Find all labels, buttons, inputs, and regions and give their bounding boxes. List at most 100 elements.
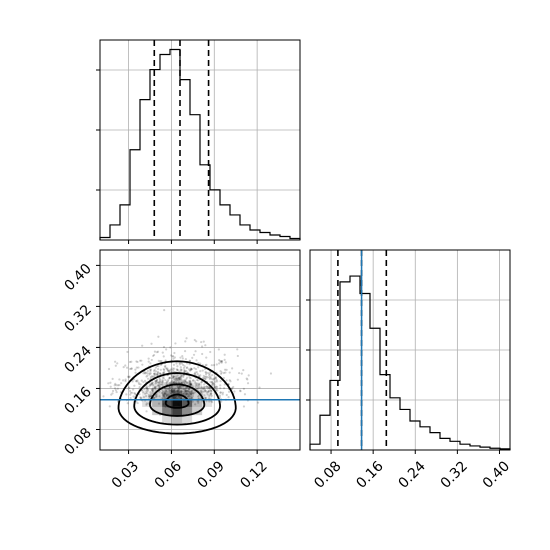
scatter-point <box>211 380 214 384</box>
scatter-point <box>158 372 161 375</box>
scatter-point <box>201 377 204 380</box>
scatter-point <box>149 383 152 386</box>
scatter-point <box>183 392 186 395</box>
scatter-point <box>200 345 204 348</box>
scatter-point <box>194 371 197 374</box>
scatter-panel: 0.03 0.06 0.09 0.12 0.08 0.16 0.24 0.32 0.40 <box>61 249 301 492</box>
scatter-point <box>181 386 185 389</box>
scatter-point <box>165 348 168 351</box>
scatter-point <box>238 371 241 375</box>
scatter-point <box>152 353 156 357</box>
scatter-point <box>129 367 132 371</box>
scatter-point <box>151 391 154 394</box>
scatter-point <box>185 393 188 396</box>
scatter-point <box>189 391 192 394</box>
scatter-point <box>120 382 123 385</box>
scatter-point <box>128 389 132 393</box>
scatter-point <box>136 360 139 364</box>
scatter-point <box>180 368 183 371</box>
scatter-point <box>143 379 147 382</box>
scatter-point <box>168 376 172 379</box>
scatter-point <box>185 392 189 395</box>
scatter-point <box>163 395 166 398</box>
scatter-point <box>204 344 207 347</box>
scatter-point <box>135 380 138 383</box>
scatter-point <box>191 394 195 398</box>
scatter-point <box>200 340 203 344</box>
scatter-point <box>201 369 204 372</box>
scatter-point <box>181 355 184 358</box>
scatter-point <box>165 394 168 397</box>
scatter-point <box>162 355 165 358</box>
scatter-point <box>145 403 148 406</box>
scatter-point <box>171 355 174 358</box>
scatter-point <box>209 377 212 380</box>
scatter-point <box>154 395 157 398</box>
scatter-point <box>174 375 177 378</box>
scatter-point <box>178 387 181 390</box>
scatter-point <box>141 363 144 366</box>
scatter-point <box>156 384 160 387</box>
scatter-point <box>151 389 154 392</box>
scatter-point <box>184 388 187 391</box>
scatter-point <box>156 350 160 353</box>
scatter-point <box>213 384 216 387</box>
scatter-point <box>143 388 146 391</box>
scatter-point <box>153 386 156 389</box>
scatter-point <box>214 376 217 379</box>
scatter-point <box>192 392 195 395</box>
scatter-point <box>135 360 138 363</box>
scatter-point <box>177 388 180 391</box>
contour-line <box>164 393 190 409</box>
scatter-point <box>211 378 214 381</box>
scatter-point <box>207 386 210 389</box>
scatter-point <box>146 372 149 375</box>
scatter-point <box>162 394 166 397</box>
scatter-point <box>114 389 118 392</box>
scatter-point <box>125 393 128 396</box>
scatter-point <box>246 382 250 385</box>
scatter-point <box>201 390 204 393</box>
scatter-point <box>151 381 154 384</box>
density-cell <box>172 382 183 391</box>
scatter-point <box>182 380 185 384</box>
scatter-point <box>155 381 158 384</box>
scatter-point <box>174 387 177 390</box>
scatter-point <box>161 383 164 386</box>
scatter-point <box>215 388 218 391</box>
scatter-point <box>174 377 177 380</box>
scatter-point <box>162 394 165 397</box>
scatter-point <box>190 383 193 386</box>
histogram-param-2 <box>309 275 511 450</box>
density-cell <box>172 415 183 424</box>
scatter-point <box>193 372 196 375</box>
scatter-point <box>145 391 148 395</box>
scatter-point <box>183 365 186 368</box>
scatter-point <box>136 401 139 405</box>
scatter-point <box>157 384 160 387</box>
scatter-point <box>163 370 166 373</box>
scatter-point <box>156 373 159 376</box>
scatter-point <box>116 387 119 390</box>
scatter-point <box>192 379 195 382</box>
scatter-point <box>178 363 181 366</box>
scatter-point <box>221 391 225 394</box>
scatter-point <box>126 375 130 378</box>
scatter-point <box>163 392 166 395</box>
scatter-point <box>225 368 228 371</box>
x-tick-label: 0.09 <box>195 458 228 491</box>
x-tick-label: 0.16 <box>353 458 386 491</box>
histogram-param-2-panel: 0.08 0.16 0.24 0.32 0.40 <box>306 249 513 492</box>
scatter-point <box>165 393 168 396</box>
scatter-point <box>150 375 154 378</box>
scatter-point <box>114 364 117 367</box>
scatter-point <box>154 370 158 373</box>
scatter-point <box>192 353 196 356</box>
scatter-point <box>176 369 179 372</box>
scatter-point <box>242 387 246 390</box>
scatter-point <box>156 379 159 382</box>
scatter-point <box>152 375 155 378</box>
scatter-point <box>171 387 174 390</box>
scatter-point <box>159 379 162 382</box>
scatter-point <box>156 373 159 376</box>
